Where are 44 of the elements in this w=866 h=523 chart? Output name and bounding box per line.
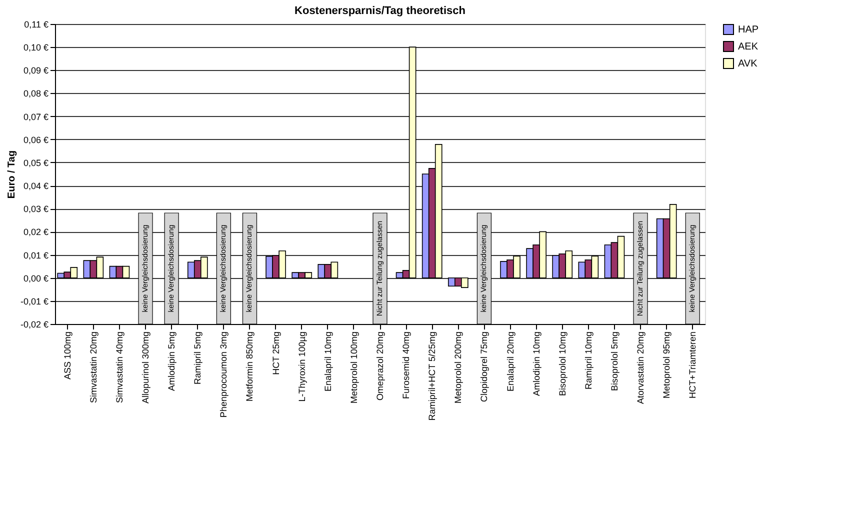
x-tick-label: Phenprocoumon 3mg: [218, 332, 229, 418]
x-tick-label: Amlodipin 5mg: [166, 332, 177, 392]
y-tick-label: 0,01 €: [23, 250, 48, 260]
legend-label: AEK: [738, 42, 758, 52]
y-tick-label: -0,01 €: [20, 296, 48, 306]
x-tick-label: Atorvastatin 20mg: [636, 332, 646, 404]
chart-title: Kostenersparnis/Tag theoretisch: [294, 5, 466, 17]
x-tick-label: HCT+Triamteren: [688, 332, 698, 398]
x-tick-label: Bisoprolol 5mg: [609, 332, 620, 392]
x-tick-label: L-Thyroxin 100µg: [296, 332, 307, 402]
x-tick-label: Amlodipin 10mg: [531, 332, 542, 396]
x-tick-label: Furosemid 40mg: [401, 332, 412, 400]
x-tick-label: Enalapril 20mg: [505, 332, 516, 392]
y-tick-label: 0,07 €: [23, 112, 48, 122]
legend-label: AVK: [738, 58, 758, 70]
x-tick-label: ASS 100mg: [62, 332, 72, 380]
x-tick-label: HCT 25mg: [270, 332, 281, 375]
x-tick-label: Allopurinol 300mg: [140, 332, 151, 404]
y-tick-label: 0,06 €: [23, 134, 48, 145]
x-tick-label: Clopidogrel 75mg: [479, 332, 490, 402]
x-tick-label: Omeprazol 20mg: [375, 332, 385, 401]
x-tick-label: Simvastatin 20mg: [88, 332, 98, 404]
y-tick-label: 0,10 €: [23, 42, 48, 53]
x-tick-label: Metformin 850mg: [244, 332, 255, 402]
x-tick-label: Ramipril 10mg: [583, 332, 594, 390]
x-tick-label: Ramipril+HCT 5/25mg: [427, 332, 438, 421]
legend-label: HAP: [738, 24, 759, 36]
x-tick-label: Simvastatin 40mg: [114, 332, 124, 404]
x-tick-label: Enalapril 10mg: [322, 332, 333, 392]
y-tick-label: 0,03 €: [23, 204, 48, 214]
y-tick-label: 0,05 €: [23, 158, 48, 168]
y-tick-label: 0,00 €: [23, 273, 48, 284]
y-tick-label: -0,02 €: [20, 320, 48, 330]
y-tick-label: 0,08 €: [23, 88, 48, 99]
y-tick-label: 0,09 €: [23, 66, 48, 76]
x-tick-label: Metoprolol 200mg: [453, 332, 464, 404]
y-tick-label: 0,11 €: [24, 20, 48, 30]
y-tick-label: 0,04 €: [23, 181, 48, 192]
x-tick-label: Metoprolol 100mg: [348, 332, 359, 404]
y-tick-label: 0,02 €: [23, 227, 48, 238]
x-tick-label: Metoprolol 95mg: [662, 332, 672, 399]
y-axis-title: Euro / Tag: [6, 150, 18, 199]
x-tick-label: Ramipril 5mg: [192, 332, 203, 385]
x-tick-label: Bisoprolol 10mg: [557, 332, 568, 396]
